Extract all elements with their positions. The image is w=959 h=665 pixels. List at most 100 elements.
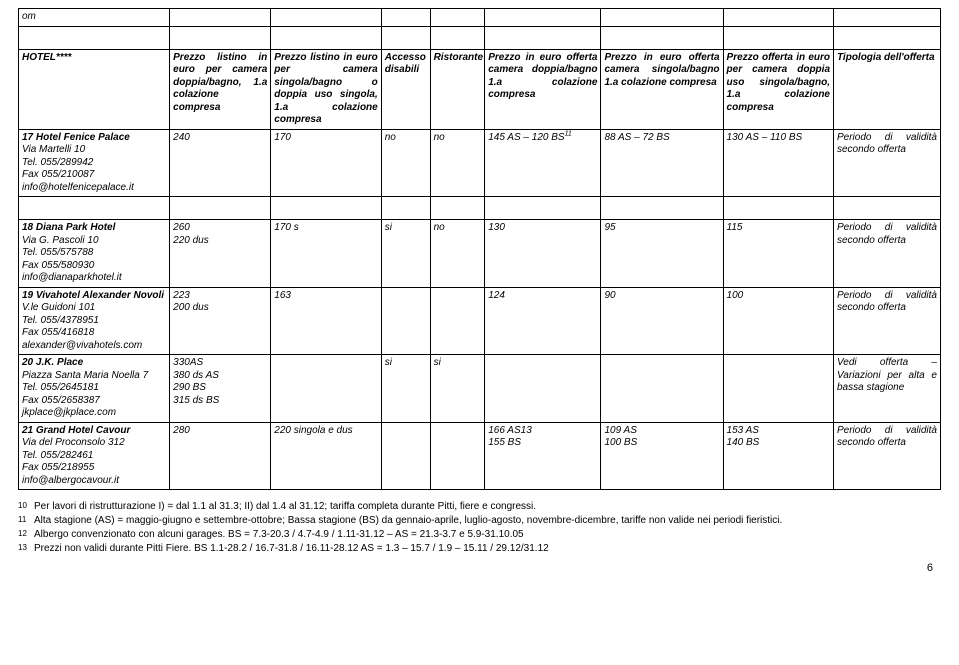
- col-h2: Prezzo listino in euro per camera singol…: [271, 49, 381, 129]
- hotel-addr: Fax 055/580930: [22, 260, 94, 271]
- table-row-spacer: [19, 197, 941, 220]
- val: si: [385, 222, 392, 233]
- col-h1: Prezzo listino in euro per camera doppia…: [170, 49, 271, 129]
- h1: Prezzo listino in euro per camera doppia…: [173, 52, 267, 113]
- hotel-name: 21 Grand Hotel Cavour: [22, 425, 130, 436]
- val: si: [434, 357, 441, 368]
- cell-om: om: [19, 9, 170, 27]
- cell: 88 AS – 72 BS: [601, 129, 723, 197]
- val: 95: [604, 222, 615, 233]
- cell: [271, 355, 381, 423]
- cell: [834, 9, 941, 27]
- val: 220 singola e dus: [274, 425, 352, 436]
- om-text: om: [22, 11, 36, 22]
- h3: Accesso disabili: [385, 52, 426, 76]
- cell: no: [430, 129, 485, 197]
- table-row: 20 J.K. Place Piazza Santa Maria Noella …: [19, 355, 941, 423]
- val: 280: [173, 425, 190, 436]
- val: 223 200 dus: [173, 290, 209, 314]
- cell: 95: [601, 220, 723, 288]
- val: 124: [488, 290, 505, 301]
- cell-hotel: 21 Grand Hotel Cavour Via del Proconsolo…: [19, 422, 170, 490]
- footnote-num: 11: [18, 514, 34, 528]
- table-row-spacer: [19, 26, 941, 49]
- h4: Ristorante: [434, 52, 483, 63]
- cell: 130: [485, 220, 601, 288]
- footnote: 11Alta stagione (AS) = maggio-giugno e s…: [18, 514, 941, 528]
- val: Periodo di validità secondo offerta: [837, 132, 937, 156]
- col-h4: Ristorante: [430, 49, 485, 129]
- val: 115: [727, 222, 743, 233]
- cell: [601, 9, 723, 27]
- hotel-addr: alexander@vivahotels.com: [22, 340, 142, 351]
- table-row-top-fragment: om: [19, 9, 941, 27]
- val: 170 s: [274, 222, 298, 233]
- table-row: 18 Diana Park Hotel Via G. Pascoli 10 Te…: [19, 220, 941, 288]
- hotel-addr: jkplace@jkplace.com: [22, 407, 116, 418]
- val: no: [385, 132, 396, 143]
- val: 145 AS – 120 BS11: [488, 132, 572, 143]
- cell: 115: [723, 220, 833, 288]
- cell: 330AS 380 ds AS 290 BS 315 ds BS: [170, 355, 271, 423]
- page: om HOTEL**** Prezzo listino in euro per …: [0, 0, 959, 574]
- val: Periodo di validità secondo offerta: [837, 425, 937, 449]
- hotel-addr: Via G. Pascoli 10: [22, 235, 99, 246]
- val: Vedi offerta – Variazioni per alta e bas…: [837, 357, 937, 393]
- val: 109 AS 100 BS: [604, 425, 637, 449]
- cell: [381, 422, 430, 490]
- footnote-text: Per lavori di ristrutturazione I) = dal …: [34, 500, 536, 514]
- hotel-addr: Via del Proconsolo 312: [22, 437, 125, 448]
- cell: [381, 287, 430, 355]
- hotel-name: 18 Diana Park Hotel: [22, 222, 115, 233]
- cell: Periodo di validità secondo offerta: [834, 287, 941, 355]
- table-header-row: HOTEL**** Prezzo listino in euro per cam…: [19, 49, 941, 129]
- cell: no: [381, 129, 430, 197]
- h2: Prezzo listino in euro per camera singol…: [274, 52, 377, 126]
- val-sup: 11: [565, 130, 572, 137]
- cell-hotel: 19 Vivahotel Alexander Novoli V.le Guido…: [19, 287, 170, 355]
- cell: [170, 9, 271, 27]
- hotel-addr: Tel. 055/289942: [22, 157, 93, 168]
- cell: Periodo di validità secondo offerta: [834, 422, 941, 490]
- cell: [271, 9, 381, 27]
- cell: [723, 355, 833, 423]
- cell: 220 singola e dus: [271, 422, 381, 490]
- cell: 90: [601, 287, 723, 355]
- hotel-name: 20 J.K. Place: [22, 357, 83, 368]
- val: 163: [274, 290, 291, 301]
- cell: [601, 355, 723, 423]
- h5: Prezzo in euro offerta camera doppia/bag…: [488, 52, 597, 101]
- hotel-addr: Piazza Santa Maria Noella 7: [22, 370, 148, 381]
- cell: [430, 287, 485, 355]
- cell: [485, 9, 601, 27]
- cell: [723, 9, 833, 27]
- cell: Vedi offerta – Variazioni per alta e bas…: [834, 355, 941, 423]
- cell: 109 AS 100 BS: [601, 422, 723, 490]
- cell: [485, 355, 601, 423]
- footnote-num: 12: [18, 528, 34, 542]
- footnote-text: Alta stagione (AS) = maggio-giugno e set…: [34, 514, 782, 528]
- hotel-addr: Fax 055/218955: [22, 462, 94, 473]
- cell: 163: [271, 287, 381, 355]
- cell: 130 AS – 110 BS: [723, 129, 833, 197]
- hotel-addr: Tel. 055/282461: [22, 450, 93, 461]
- hotel-addr: Fax 055/210087: [22, 169, 94, 180]
- cell: [381, 9, 430, 27]
- hotel-name: 17 Hotel Fenice Palace: [22, 132, 130, 143]
- cell: 170: [271, 129, 381, 197]
- footnote-num: 10: [18, 500, 34, 514]
- cell: [430, 9, 485, 27]
- h6: Prezzo in euro offerta camera singola/ba…: [604, 52, 719, 88]
- col-h3: Accesso disabili: [381, 49, 430, 129]
- hotel-addr: Tel. 055/575788: [22, 247, 93, 258]
- cell: 100: [723, 287, 833, 355]
- table-row: 21 Grand Hotel Cavour Via del Proconsolo…: [19, 422, 941, 490]
- val: 330AS 380 ds AS 290 BS 315 ds BS: [173, 357, 219, 406]
- hotel-addr: Tel. 055/4378951: [22, 315, 99, 326]
- footnote-text: Prezzi non validi durante Pitti Fiere. B…: [34, 542, 549, 556]
- hotel-addr: V.le Guidoni 101: [22, 302, 95, 313]
- val: 130: [488, 222, 505, 233]
- table-row: 17 Hotel Fenice Palace Via Martelli 10 T…: [19, 129, 941, 197]
- col-h7: Prezzo offerta in euro per camera doppia…: [723, 49, 833, 129]
- cell: 170 s: [271, 220, 381, 288]
